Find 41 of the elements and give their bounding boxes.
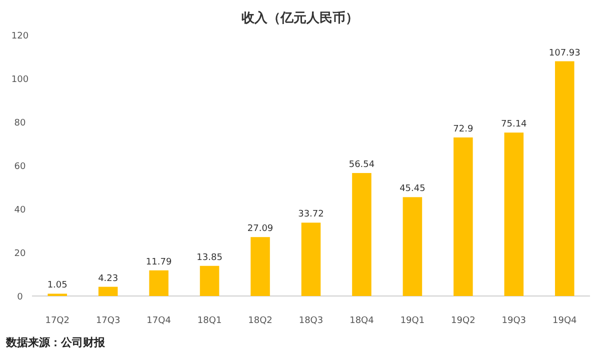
x-tick-label: 17Q3 xyxy=(96,316,120,326)
bar xyxy=(149,270,168,296)
x-tick-label: 19Q3 xyxy=(502,316,526,326)
bar xyxy=(98,286,118,296)
data-label: 107.93 xyxy=(548,48,580,58)
x-tick-label: 17Q4 xyxy=(146,316,172,326)
x-tick-label: 19Q1 xyxy=(400,316,425,326)
data-label: 4.23 xyxy=(98,274,118,284)
bar xyxy=(250,237,270,296)
bar xyxy=(402,197,422,296)
x-tick-label: 19Q2 xyxy=(451,316,476,326)
data-label: 13.85 xyxy=(196,252,222,263)
x-tick-label: 17Q2 xyxy=(45,316,70,326)
y-tick-label: 60 xyxy=(14,162,26,172)
data-label: 72.9 xyxy=(453,124,474,134)
bar xyxy=(352,173,372,296)
x-tick-label: 18Q4 xyxy=(350,316,374,326)
data-label: 45.45 xyxy=(400,184,426,194)
data-label: 33.72 xyxy=(298,210,324,220)
chart-title: 收入（亿元人民币） xyxy=(242,10,358,26)
y-tick-label: 100 xyxy=(11,75,29,85)
bar xyxy=(555,61,574,296)
x-tick-label: 18Q2 xyxy=(248,316,272,326)
y-tick-label: 20 xyxy=(14,249,26,259)
y-tick-label: 40 xyxy=(14,206,26,216)
y-tick-label: 120 xyxy=(11,32,29,42)
source-note: 数据来源：公司财报 xyxy=(5,336,106,349)
bar xyxy=(301,222,321,296)
data-label: 1.05 xyxy=(47,280,68,291)
bar xyxy=(454,137,473,296)
y-tick-label: 80 xyxy=(14,118,26,128)
data-label: 11.79 xyxy=(146,257,172,268)
x-tick-label: 18Q3 xyxy=(298,316,324,326)
bar xyxy=(504,132,524,296)
data-label: 27.09 xyxy=(247,224,274,234)
bar xyxy=(200,266,220,296)
data-label: 56.54 xyxy=(348,160,375,170)
x-tick-label: 19Q4 xyxy=(552,316,578,326)
x-tick-label: 18Q1 xyxy=(197,316,222,326)
y-tick-label: 0 xyxy=(17,292,24,302)
data-label: 75.14 xyxy=(501,120,528,130)
